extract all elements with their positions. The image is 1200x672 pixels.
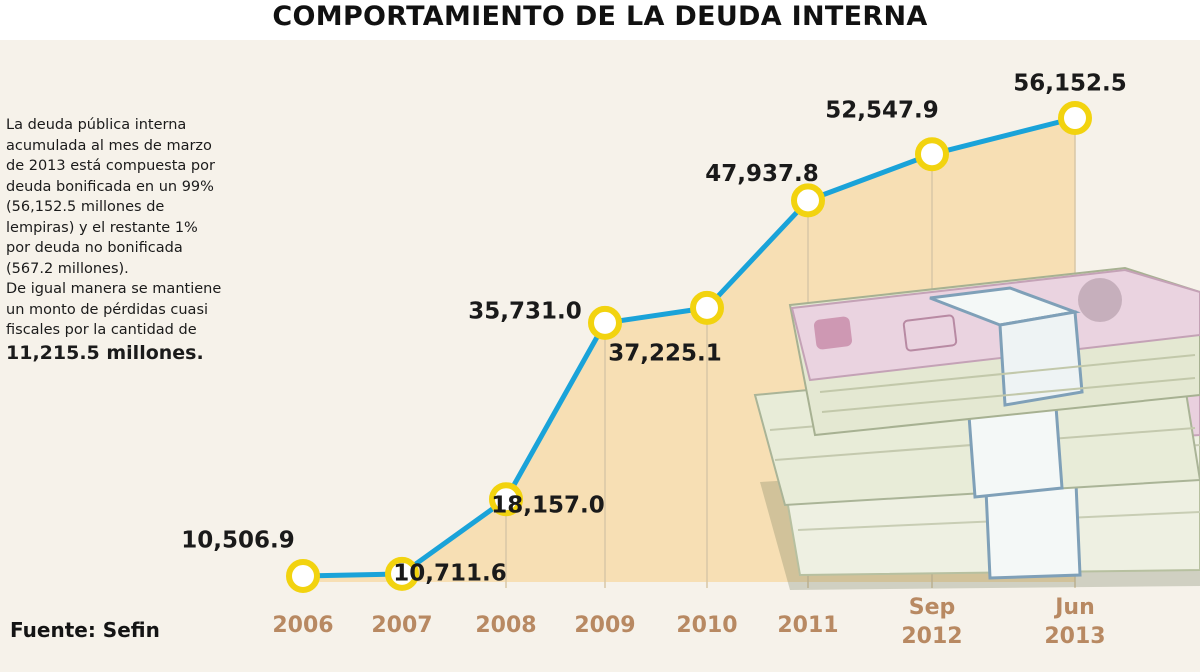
data-point-marker [489, 482, 523, 517]
data-point-marker [1058, 101, 1092, 135]
note-line: fiscales por la cantidad de [6, 322, 197, 338]
x-tick-label: Jun 2013 [1044, 595, 1105, 649]
series-line [302, 115, 1076, 579]
data-label: 18,157.0 [491, 493, 605, 519]
data-point-marker [385, 556, 419, 591]
note-line: (567.2 millones). [6, 260, 129, 277]
data-label: 37,225.1 [608, 340, 722, 366]
page-title: COMPORTAMIENTO DE LA DEUDA INTERNA [272, 1, 928, 32]
note-line: deuda bonificada en un 99% [6, 178, 214, 195]
x-tick-label: 2011 [777, 613, 838, 638]
data-labels: 10,506.9 10,711.6 18,157.0 35,731.0 37,225.1… [181, 71, 1127, 587]
note-line: por deuda no bonificada [6, 240, 183, 256]
source-credit: Fuente: Sefin [10, 618, 160, 642]
data-point-marker [588, 305, 622, 340]
note-line: acumulada al mes de marzo [6, 137, 212, 154]
x-tick-label: 2009 [574, 613, 635, 638]
note-line: lempiras) y el restante 1% [6, 219, 198, 236]
note-line: de 2013 está compuesta por [6, 158, 215, 174]
data-label: 35,731.0 [468, 298, 582, 324]
data-point-marker [915, 137, 949, 172]
note-line: un monto de pérdidas cuasi [6, 301, 209, 318]
data-point-marker [791, 183, 825, 218]
data-point-marker [286, 559, 320, 593]
x-tick-label: 2006 [272, 613, 333, 638]
data-label: 10,506.9 [181, 528, 295, 554]
x-axis-tick-labels: 2006 2007 2008 2009 2010 2011 Sep 2012 Jun 2013 [272, 595, 1105, 649]
x-tick-label: Sep 2012 [901, 595, 962, 649]
data-label: 52,547.9 [825, 98, 939, 124]
explanatory-note: La deuda pública interna acumulada al me… [6, 115, 268, 365]
x-tick-label: 2008 [475, 613, 536, 638]
x-tick-label: 2010 [676, 613, 737, 638]
note-highlight-amount: 11,215.5 millones. [6, 341, 204, 364]
note-line: La deuda pública interna [6, 117, 187, 133]
x-tick-label: 2007 [371, 613, 432, 638]
data-label: 47,937.8 [705, 161, 819, 187]
data-label: 10,711.6 [393, 560, 507, 586]
data-markers [286, 101, 1092, 593]
note-line: (56,152.5 millones de [6, 199, 165, 215]
note-line: De igual manera se mantiene [6, 281, 222, 297]
title-bar: COMPORTAMIENTO DE LA DEUDA INTERNA [0, 0, 1200, 41]
banknotes-illustration [753, 266, 1200, 590]
data-point-marker [690, 290, 724, 325]
data-label: 56,152.5 [1013, 71, 1127, 97]
